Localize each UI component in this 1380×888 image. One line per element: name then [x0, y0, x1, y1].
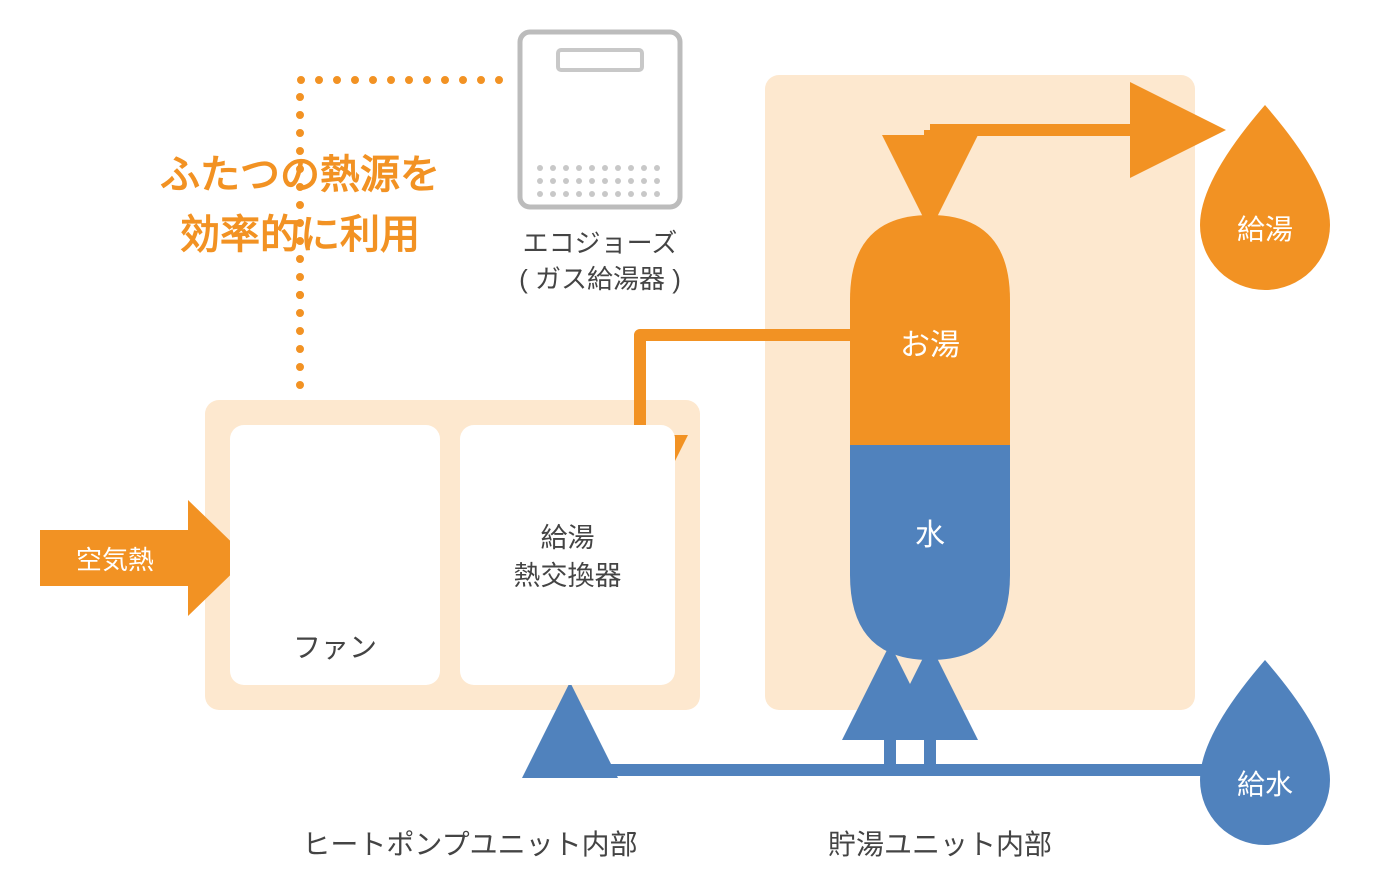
headline-line1: ふたつの熱源を	[160, 153, 440, 197]
heat-exchanger-line1: 給湯	[541, 523, 595, 553]
heat-exchanger-line2: 熱交換器	[514, 561, 622, 591]
heat-pump-caption: ヒートポンプユニット内部	[270, 825, 670, 864]
storage-unit-bg	[765, 75, 1195, 710]
water-drop	[1200, 660, 1330, 845]
supply-drop-label: 給湯	[1200, 208, 1330, 248]
headline: ふたつの熱源を 効率的に利用	[80, 145, 520, 265]
headline-line2: 効率的に利用	[180, 213, 420, 257]
heat-exchanger-label: 給湯 熱交換器	[460, 520, 675, 596]
tank-cold-label: 水	[850, 510, 1010, 554]
ecojozu-label: エコジョーズ ( ガス給湯器 )	[480, 225, 720, 298]
ecojozu-icon	[520, 32, 680, 207]
air-heat-label: 空気熱	[40, 530, 190, 586]
storage-caption: 貯湯ユニット内部	[760, 825, 1120, 864]
tank-hot-label: お湯	[850, 320, 1010, 364]
supply-drop	[1200, 105, 1330, 290]
ecojozu-line1: エコジョーズ	[523, 228, 678, 258]
fan-label: ファン	[230, 628, 440, 667]
ecojozu-line2: ( ガス給湯器 )	[519, 264, 681, 294]
water-drop-label: 給水	[1200, 763, 1330, 803]
